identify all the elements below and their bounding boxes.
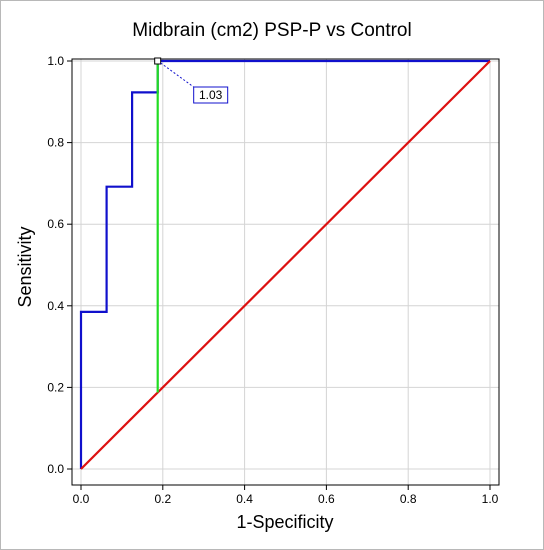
y-axis-ticks: 0.0 0.2 0.4 0.6 0.8 1.0 [47,54,72,476]
x-tick-label: 0.6 [318,492,335,506]
series-layer [79,59,491,470]
x-tick-label: 0.8 [400,492,417,506]
y-tick-label: 0.4 [47,299,64,313]
annotation: 1.03 [154,57,229,104]
x-tick-label: 0.4 [236,492,253,506]
y-tick-label: 0.2 [47,380,64,394]
y-tick-label: 0.0 [47,462,64,476]
y-axis-label: Sensitivity [15,226,35,307]
y-tick-label: 1.0 [47,54,64,68]
annotation-leader-line [160,62,194,88]
x-tick-label: 1.0 [482,492,499,506]
plot-area [72,59,499,485]
x-tick-label: 0.2 [154,492,171,506]
x-axis-ticks: 0.0 0.2 0.4 0.6 0.8 1.0 [73,485,499,506]
x-tick-label: 0.0 [73,492,90,506]
chart-title: Midbrain (cm2) PSP-P vs Control [132,20,411,41]
reference-diagonal-line [80,60,491,470]
x-axis-label: 1-Specificity [236,512,333,532]
y-tick-label: 0.6 [47,217,64,231]
grid-lines [72,59,499,485]
cutoff-point-marker [154,57,162,65]
annotation-label: 1.03 [199,88,223,102]
annotation-label-box [193,86,229,104]
y-tick-label: 0.8 [47,136,64,150]
plot-frame [71,58,500,486]
